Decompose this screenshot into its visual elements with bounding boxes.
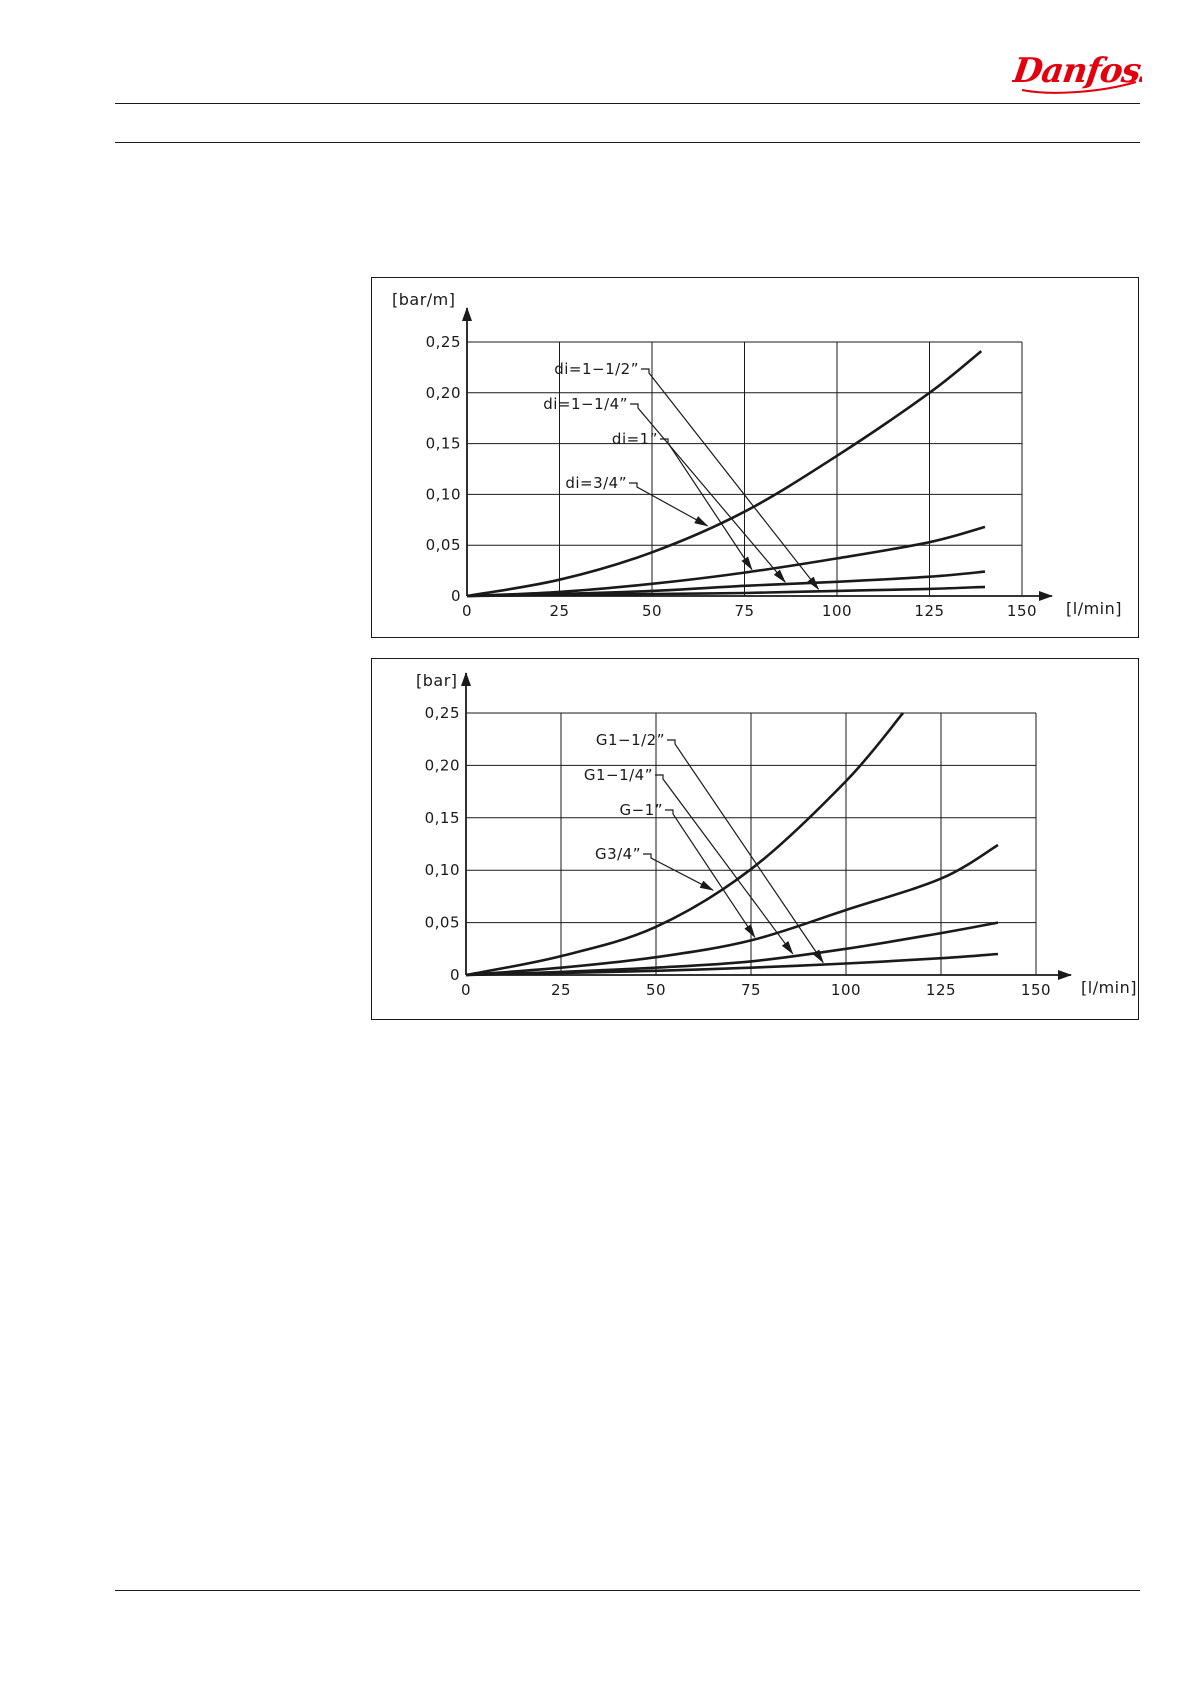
series-line-3: [466, 585, 986, 598]
x-tick-label: 150: [1021, 981, 1051, 999]
series-annotation-label: di=1−1/2”: [554, 360, 639, 378]
x-tick-label: 100: [822, 602, 852, 620]
x-tick-label: 25: [549, 602, 569, 620]
series-annotation-label: G−1”: [619, 801, 663, 819]
series-line-3: [465, 952, 999, 977]
footer-rule: [115, 1590, 1140, 1591]
annotation-leader-arrow: [629, 482, 709, 527]
annotation-leader-arrow: [630, 403, 786, 583]
x-tick-label: 150: [1007, 602, 1037, 620]
y-tick-label: 0,15: [425, 809, 460, 827]
x-tick-label: 125: [926, 981, 956, 999]
annotation-leader-arrow: [655, 774, 794, 955]
series-annotation-label: G1−1/2”: [596, 731, 665, 749]
annotation-leader-arrow: [660, 438, 753, 571]
y-axis-label: [bar]: [416, 671, 458, 690]
x-tick-label: 0: [462, 602, 472, 620]
chart-pressure-drop-fitting: 0 25 50 75 100 125 150 0 0,05 0,10 0,15 0,20 0,25 [ba…: [371, 658, 1139, 1020]
y-tick-label: 0,05: [425, 914, 460, 932]
annotation-leader-arrow: [667, 739, 824, 964]
x-tick-label: 0: [461, 981, 471, 999]
series-annotation-label: G3/4”: [595, 845, 641, 863]
y-axis-label: [bar/m]: [392, 290, 456, 309]
y-tick-label: 0,25: [426, 333, 461, 351]
y-tick-label: 0: [451, 587, 461, 605]
series-annotation-label: di=1−1/4”: [543, 395, 628, 413]
series-line-1: [465, 843, 999, 977]
danfoss-logo: Danfoss: [1012, 51, 1142, 94]
x-tick-label: 75: [741, 981, 761, 999]
header-rule-top: [115, 103, 1140, 104]
series-line-0: [466, 350, 983, 598]
x-tick-label: 25: [551, 981, 571, 999]
x-tick-label: 50: [642, 602, 662, 620]
series-annotation-label: di=1”: [612, 430, 658, 448]
x-tick-label: 75: [734, 602, 754, 620]
annotation-leader-arrow: [665, 809, 756, 939]
y-tick-label: 0,10: [425, 861, 460, 879]
y-tick-label: 0,10: [426, 485, 461, 503]
annotation-leader-arrow: [643, 853, 714, 891]
series-line-1: [466, 525, 986, 598]
chart-pressure-drop-per-meter: 0 25 50 75 100 125 150 0 0,05 0,10 0,15 0,20 0,25 [ba…: [371, 277, 1139, 638]
y-tick-label: 0,20: [425, 756, 460, 774]
chart-0-svg: 0 25 50 75 100 125 150 0 0,05 0,10 0,15 0,20 0,25 [ba…: [392, 290, 1122, 620]
x-tick-label: 100: [831, 981, 861, 999]
svg-text:Danfoss: Danfoss: [1012, 51, 1142, 91]
series-line-0: [465, 712, 904, 977]
series-annotation-label: di=3/4”: [565, 474, 627, 492]
header-rule-bottom: [115, 142, 1140, 143]
x-axis-label: [l/min]: [1066, 599, 1122, 618]
x-tick-label: 50: [646, 981, 666, 999]
y-tick-label: 0,20: [426, 384, 461, 402]
chart-1-svg: 0 25 50 75 100 125 150 0 0,05 0,10 0,15 0,20 0,25 [ba…: [416, 671, 1137, 999]
y-tick-label: 0,25: [425, 704, 460, 722]
annotation-leader-arrow: [641, 368, 820, 591]
x-axis-label: [l/min]: [1081, 978, 1137, 997]
series-annotation-label: G1−1/4”: [584, 766, 653, 784]
x-tick-label: 125: [914, 602, 944, 620]
y-tick-label: 0,15: [426, 435, 461, 453]
y-tick-label: 0,05: [426, 536, 461, 554]
y-tick-label: 0: [450, 966, 460, 984]
